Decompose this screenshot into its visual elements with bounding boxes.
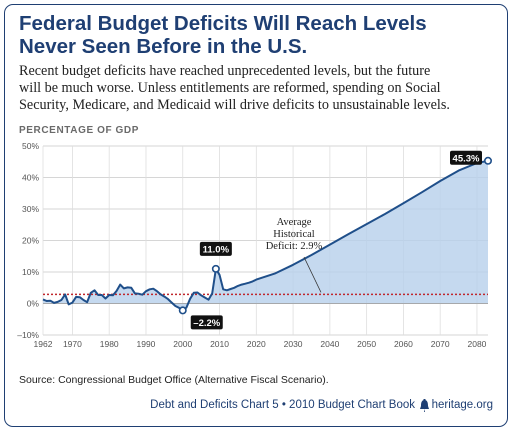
y-tick-label: –10% — [17, 330, 39, 340]
callout-label: 45.3% — [453, 153, 480, 164]
y-tick-label: 0% — [27, 299, 40, 309]
source-note: Source: Congressional Budget Office (Alt… — [19, 374, 329, 386]
average-deficit-label: Average Historical Deficit: 2.9% — [266, 217, 323, 252]
callout-box — [450, 150, 482, 165]
x-tick-label: 1990 — [137, 339, 156, 349]
y-tick-label: 40% — [22, 173, 39, 183]
callout-label: 11.0% — [203, 244, 230, 255]
callout-marker — [483, 156, 492, 165]
x-tick-label: 2050 — [357, 339, 376, 349]
x-tick-label: 1980 — [100, 339, 119, 349]
heritage-site-link[interactable]: heritage.org — [431, 399, 493, 411]
y-tick-label: 30% — [22, 204, 39, 214]
callout-label: –2.2% — [193, 318, 220, 329]
average-pointer — [303, 256, 322, 293]
callout-marker — [211, 264, 220, 273]
chart-card: Federal Budget Deficits Will Reach Level… — [4, 4, 508, 427]
x-tick-label: 2000 — [173, 339, 192, 349]
y-tick-label: 20% — [22, 236, 39, 246]
deficit-line — [42, 159, 489, 312]
y-tick-label: 50% — [22, 141, 39, 151]
callout-marker — [178, 306, 187, 315]
callout-box — [190, 315, 223, 330]
chart-book-label: Debt and Deficits Chart 5 • 2010 Budget … — [150, 399, 415, 411]
x-tick-label: 2060 — [394, 339, 413, 349]
y-tick-label: 10% — [22, 267, 39, 277]
callout-box — [199, 241, 232, 256]
liberty-bell-icon — [420, 399, 429, 412]
deficit-area-chart: –10% 0% 10% 20% 30% 40% 50% 1962 1970 1980 1990 200… — [17, 141, 492, 349]
x-tick-label: 1970 — [63, 339, 82, 349]
x-tick-label: 2030 — [284, 339, 303, 349]
x-tick-label: 1962 — [34, 339, 53, 349]
x-tick-label: 2070 — [431, 339, 450, 349]
x-tick-label: 2080 — [468, 339, 487, 349]
deficit-area — [43, 160, 488, 311]
footer-bar: Debt and Deficits Chart 5 • 2010 Budget … — [5, 396, 507, 420]
x-tick-label: 2010 — [210, 339, 229, 349]
chart-subtitle: Recent budget deficits have reached unpr… — [19, 63, 450, 113]
x-tick-label: 2040 — [320, 339, 339, 349]
y-axis-label: PERCENTAGE OF GDP — [19, 125, 140, 136]
chart-title: Federal Budget Deficits Will Reach Level… — [19, 12, 427, 58]
x-tick-label: 2020 — [247, 339, 266, 349]
